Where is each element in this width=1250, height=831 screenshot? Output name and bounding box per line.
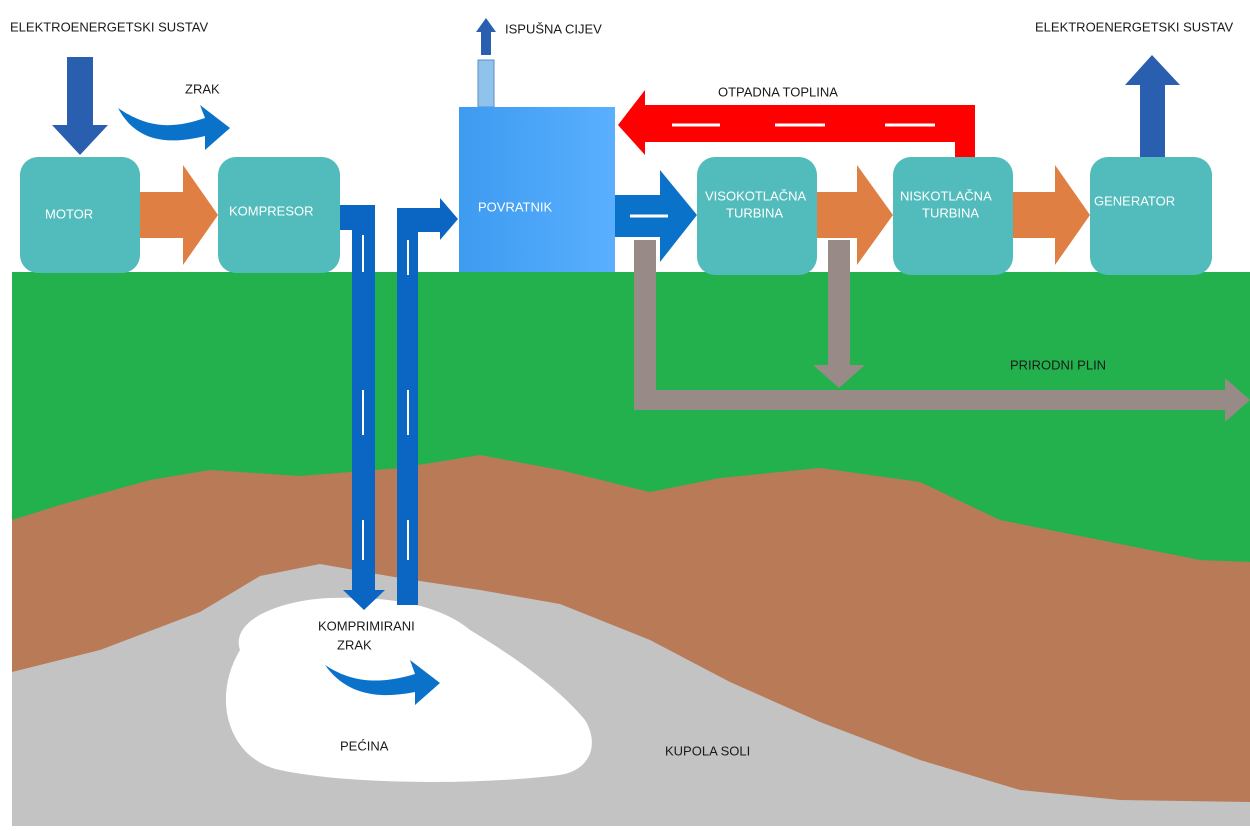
label: PRIRODNI PLIN xyxy=(1010,357,1106,372)
diagram: ELEKTROENERGETSKI SUSTAV ZRAK ISPUŠNA CI… xyxy=(0,0,1250,826)
label: ZRAK xyxy=(185,81,220,96)
node-label: GENERATOR xyxy=(1094,193,1175,208)
node-label: VISOKOTLAČNA xyxy=(705,188,806,203)
node-label: TURBINA xyxy=(726,205,783,220)
node-label: NISKOTLAČNA xyxy=(900,188,992,203)
node-label: TURBINA xyxy=(922,205,979,220)
label: KUPOLA SOLI xyxy=(665,743,750,758)
label: PEĆINA xyxy=(340,738,389,753)
label: ZRAK xyxy=(337,637,372,652)
node-label: KOMPRESOR xyxy=(229,203,314,218)
label: ISPUŠNA CIJEV xyxy=(505,21,602,36)
node-label: POVRATNIK xyxy=(478,199,552,214)
label: OTPADNA TOPLINA xyxy=(718,84,838,99)
label: ELEKTROENERGETSKI SUSTAV xyxy=(10,19,209,34)
power-arrows xyxy=(52,18,1180,157)
label: ELEKTROENERGETSKI SUSTAV xyxy=(1035,19,1234,34)
label: KOMPRIMIRANI xyxy=(318,618,415,633)
node-label: MOTOR xyxy=(45,206,93,221)
recuperator xyxy=(459,107,615,272)
exhaust-pipe xyxy=(478,60,494,107)
